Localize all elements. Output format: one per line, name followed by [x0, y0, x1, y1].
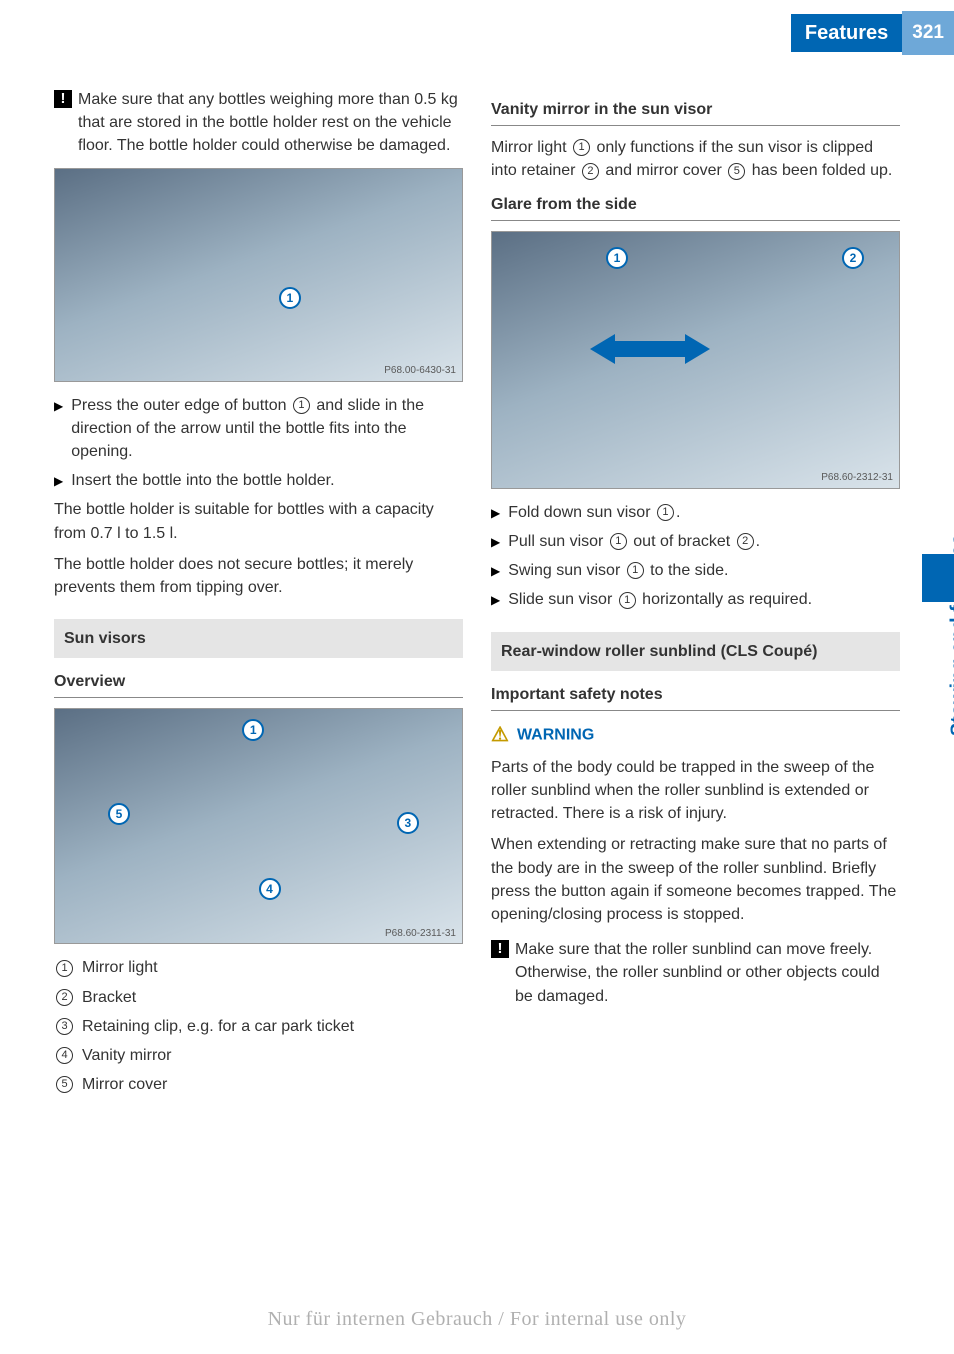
figure-legend: 1Mirror light2Bracket3Retaining clip, e.…	[54, 956, 463, 1096]
legend-num: 4	[54, 1044, 82, 1067]
paragraph: The bottle holder does not secure bottle…	[54, 553, 463, 599]
warning-paragraph: Parts of the body could be trapped in th…	[491, 756, 900, 826]
subheading-safety-notes: Important safety notes	[491, 683, 900, 711]
step-text: Press the outer edge of button 1 and sli…	[71, 394, 463, 464]
left-column: ! Make sure that any bottles weighing mo…	[54, 88, 463, 1102]
legend-text: Retaining clip, e.g. for a car park tick…	[82, 1015, 354, 1038]
callout-1: 1	[279, 287, 301, 309]
legend-row: 5Mirror cover	[54, 1073, 463, 1096]
step-text: Swing sun visor 1 to the side.	[508, 559, 728, 582]
legend-num: 1	[54, 956, 82, 979]
legend-num: 2	[54, 986, 82, 1009]
figure-caption: P68.60-2312-31	[821, 471, 893, 486]
caution-text: Make sure that any bottles weighing more…	[78, 88, 463, 158]
step-text: Fold down sun visor 1.	[508, 501, 680, 524]
right-column: Vanity mirror in the sun visor Mirror li…	[491, 88, 900, 1102]
bullet-icon: ▶	[54, 398, 63, 464]
legend-row: 4Vanity mirror	[54, 1044, 463, 1067]
legend-row: 2Bracket	[54, 986, 463, 1009]
paragraph: Mirror light 1 only functions if the sun…	[491, 136, 900, 182]
callout-5: 5	[108, 803, 130, 825]
caution-text: Make sure that the roller sunblind can m…	[515, 938, 900, 1008]
legend-text: Mirror cover	[82, 1073, 167, 1096]
step-item: ▶ Fold down sun visor 1.	[491, 501, 900, 524]
caution-note: ! Make sure that any bottles weighing mo…	[54, 88, 463, 158]
section-heading-sun-visors: Sun visors	[54, 619, 463, 658]
warning-paragraph: When extending or retracting make sure t…	[491, 833, 900, 926]
arrow-icon	[590, 329, 710, 369]
step-text: Slide sun visor 1 horizontally as requir…	[508, 588, 812, 611]
paragraph: The bottle holder is suitable for bottle…	[54, 498, 463, 544]
ref-5: 5	[728, 163, 745, 180]
bullet-icon: ▶	[54, 473, 63, 492]
exclamation-icon: !	[491, 940, 509, 958]
figure-glare-side: 1 2 P68.60-2312-31	[491, 231, 900, 489]
step-item: ▶ Slide sun visor 1 horizontally as requi…	[491, 588, 900, 611]
subheading-vanity-mirror: Vanity mirror in the sun visor	[491, 98, 900, 126]
figure-caption: P68.60-2311-31	[385, 927, 456, 942]
header-title: Features	[805, 19, 888, 48]
bullet-icon: ▶	[491, 563, 500, 582]
legend-text: Vanity mirror	[82, 1044, 172, 1067]
warning-heading: ⚠ WARNING	[491, 721, 900, 750]
figure-bottle-holder: 1 P68.00-6430-31	[54, 168, 463, 382]
subheading-glare: Glare from the side	[491, 193, 900, 221]
watermark: Nur für internen Gebrauch / For internal…	[0, 1305, 954, 1334]
side-tab: Stowing and features	[916, 294, 954, 614]
legend-num: 5	[54, 1073, 82, 1096]
callout-1: 1	[606, 247, 628, 269]
warning-label: WARNING	[517, 727, 594, 744]
callout-4: 4	[259, 878, 281, 900]
side-tab-marker	[922, 554, 954, 602]
step-item: ▶ Pull sun visor 1 out of bracket 2.	[491, 530, 900, 553]
callout-1: 1	[242, 719, 264, 741]
subheading-overview: Overview	[54, 670, 463, 698]
step-text: Insert the bottle into the bottle holder…	[71, 469, 334, 492]
bullet-icon: ▶	[491, 534, 500, 553]
ref-1: 1	[573, 139, 590, 156]
step-item: ▶ Swing sun visor 1 to the side.	[491, 559, 900, 582]
legend-text: Mirror light	[82, 956, 158, 979]
bullet-icon: ▶	[491, 505, 500, 524]
callout-3: 3	[397, 812, 419, 834]
step-list: ▶Press the outer edge of button 1 and sl…	[54, 394, 463, 493]
step-item: ▶ Insert the bottle into the bottle holde…	[54, 469, 463, 492]
legend-row: 3Retaining clip, e.g. for a car park tic…	[54, 1015, 463, 1038]
step-item: ▶Press the outer edge of button 1 and sl…	[54, 394, 463, 464]
exclamation-icon: !	[54, 90, 72, 108]
legend-row: 1Mirror light	[54, 956, 463, 979]
ref-2: 2	[582, 163, 599, 180]
bullet-icon: ▶	[491, 592, 500, 611]
caution-note: ! Make sure that the roller sunblind can…	[491, 938, 900, 1008]
warning-triangle-icon: ⚠	[491, 724, 509, 746]
page-number: 321	[902, 11, 954, 55]
figure-sun-visor-overview: 1 5 3 4 P68.60-2311-31	[54, 708, 463, 944]
page-header: Features 321	[791, 14, 954, 52]
section-heading-roller-sunblind: Rear-window roller sunblind (CLS Coupé)	[491, 632, 900, 671]
legend-num: 3	[54, 1015, 82, 1038]
callout-2: 2	[842, 247, 864, 269]
page-content: ! Make sure that any bottles weighing mo…	[54, 88, 900, 1102]
step-text: Pull sun visor 1 out of bracket 2.	[508, 530, 760, 553]
step-list: ▶ Fold down sun visor 1. ▶ Pull sun visor 1…	[491, 501, 900, 612]
legend-text: Bracket	[82, 986, 136, 1009]
figure-caption: P68.00-6430-31	[384, 364, 456, 379]
